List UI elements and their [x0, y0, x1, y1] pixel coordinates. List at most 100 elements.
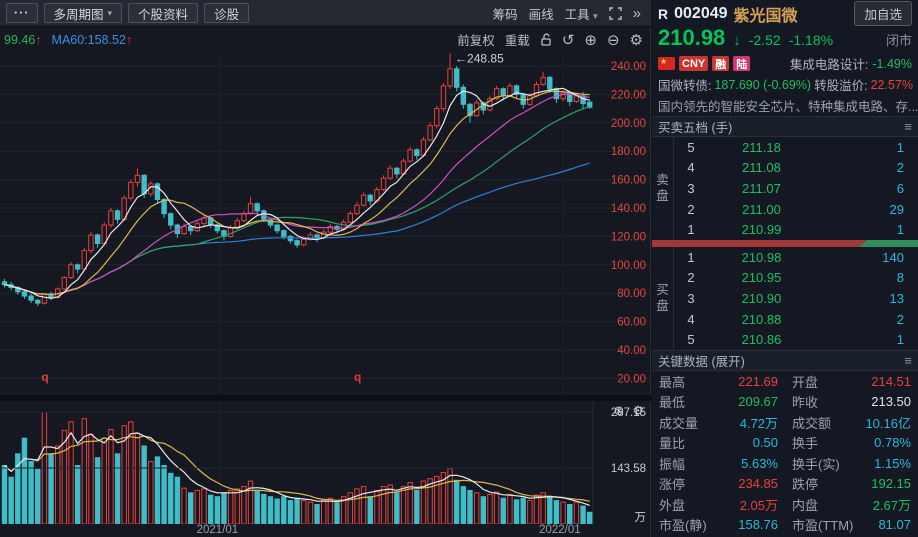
quote-panel: R 002049 紫光国微 加自选 210.98 ↓ -2.52 -1.18% … — [652, 0, 918, 537]
chip-distribution-button[interactable]: 筹码 — [492, 7, 518, 22]
level: 1 — [687, 249, 695, 265]
undo-icon[interactable]: ↺ — [561, 31, 575, 49]
svg-text:160.00: 160.00 — [611, 175, 646, 187]
key-data-label: 外盘 — [659, 497, 686, 513]
volume-chart[interactable]: 287.15 143.58 万 — [0, 401, 651, 524]
key-data-label: 成交量 — [659, 415, 699, 431]
buy-sell-ratio-bar — [652, 240, 918, 247]
key-data-value: 158.76 — [738, 517, 778, 533]
diagnose-button[interactable]: 诊股 — [204, 3, 250, 23]
key-data-item: 市盈(TTM) 81.07 — [785, 515, 918, 536]
period-menu-label: 多周期图 — [53, 7, 104, 22]
collapse-panel-icon[interactable]: » — [632, 4, 641, 22]
bid-book: 买盘 1 210.98 140 2 210.95 8 3 210.90 13 4 210.88 2 5 2… — [652, 247, 918, 350]
cn-flag-icon: ★ — [658, 57, 675, 70]
price: 211.08 — [742, 160, 781, 176]
svg-text:80.00: 80.00 — [617, 288, 646, 300]
bid-row[interactable]: 1 210.98 140 — [674, 247, 918, 268]
price-change: -2.52 — [748, 32, 781, 48]
chart-tools: 筹码 画线 工具 ▾ » — [493, 4, 645, 23]
pane-settings-gear-icon[interactable]: ⚙ — [632, 403, 644, 418]
key-data-value: 5.63% — [741, 455, 778, 471]
ask-row[interactable]: 2 211.00 29 — [674, 199, 918, 220]
keydata-title: 关键数据 (展开) — [658, 355, 745, 369]
pane-divider[interactable] — [0, 395, 651, 401]
key-data-item: 涨停 234.85 — [652, 474, 785, 495]
chart-controls: 前复权 重载 ↺ ⊕ ⊖ ⚙ — [457, 30, 647, 49]
sector-link[interactable]: 集成电路设计: — [789, 58, 869, 72]
svg-text:180.00: 180.00 — [611, 146, 646, 158]
level: 2 — [687, 270, 695, 286]
stock-name: 紫光国微 — [733, 7, 798, 25]
key-data-value: 209.67 — [738, 394, 778, 410]
ask-row[interactable]: 4 211.08 2 — [674, 158, 918, 179]
key-data-item: 昨收 213.50 — [785, 392, 918, 413]
key-data-label: 换手(实) — [792, 456, 840, 472]
key-data-item: 跌停 192.15 — [785, 474, 918, 495]
price-row: 210.98 ↓ -2.52 -1.18% 闭市 — [652, 27, 918, 53]
svg-text:143.58: 143.58 — [611, 463, 646, 475]
level: 5 — [687, 332, 695, 348]
bid-row[interactable]: 2 210.95 8 — [674, 268, 918, 289]
period-menu-button[interactable]: 多周期图 ▾ — [43, 3, 123, 23]
key-data-label: 最低 — [659, 395, 686, 411]
bid-row[interactable]: 3 210.90 13 — [674, 288, 918, 309]
bid-row[interactable]: 5 210.86 1 — [674, 329, 918, 350]
svg-text:←248.85: ←248.85 — [455, 52, 504, 65]
key-data-value: 81.07 — [878, 517, 911, 533]
reload-button[interactable]: 重载 — [504, 34, 530, 48]
key-data-value: 0.78% — [874, 435, 911, 451]
sell-side-label: 卖盘 — [652, 137, 674, 240]
fullscreen-icon[interactable] — [608, 6, 622, 20]
orderbook-header: 买卖五档 (手) ≡ — [652, 116, 918, 137]
key-data-grid: 最高 221.69 开盘 214.51 最低 209.67 昨收 213.50 成交量 4.72万… — [652, 371, 918, 537]
key-data-value: 234.85 — [738, 476, 778, 492]
close-pane-icon[interactable]: ⊗ — [613, 403, 625, 418]
key-data-label: 成交额 — [792, 415, 832, 431]
bid-row[interactable]: 4 210.88 2 — [674, 309, 918, 330]
orderbook-menu-icon[interactable]: ≡ — [904, 119, 912, 134]
candlestick-chart[interactable]: 240.00 220.00 200.00 180.00 160.00 140.00 120.… — [0, 52, 651, 395]
settings-gear-icon[interactable]: ⚙ — [629, 31, 643, 49]
level: 3 — [687, 180, 695, 196]
svg-text:60.00: 60.00 — [617, 317, 646, 329]
price: 211.18 — [742, 139, 781, 155]
level: 5 — [687, 139, 695, 155]
x-axis-label: 2021/01 — [196, 524, 239, 536]
key-data-label: 昨收 — [792, 395, 819, 411]
company-description[interactable]: 国内领先的智能安全芯片、特种集成电路、存... — [658, 100, 918, 114]
key-data-value: 2.67万 — [872, 497, 911, 513]
tools-menu-button[interactable]: 工具 ▾ — [565, 4, 598, 23]
add-watchlist-button[interactable]: 加自选 — [854, 1, 912, 26]
unlock-icon[interactable] — [540, 33, 552, 46]
ask-row[interactable]: 3 211.07 6 — [674, 178, 918, 199]
chevron-down-icon: ▾ — [107, 7, 113, 18]
keydata-menu-icon[interactable]: ≡ — [904, 353, 912, 368]
adjust-mode-button[interactable]: 前复权 — [457, 34, 495, 48]
x-axis: 2021/01 2022/01 — [0, 524, 651, 537]
key-data-item: 最高 221.69 — [652, 371, 785, 392]
price: 210.90 — [741, 290, 782, 306]
stock-code: 002049 — [674, 4, 728, 22]
ma-value-left: 99.46 — [4, 32, 36, 47]
ask-row[interactable]: 1 210.99 1 — [674, 219, 918, 240]
price: 210.99 — [741, 222, 782, 238]
zoom-in-icon[interactable]: ⊕ — [584, 31, 597, 49]
draw-line-button[interactable]: 画线 — [528, 7, 554, 22]
stock-info-button[interactable]: 个股资料 — [128, 3, 199, 23]
svg-text:q: q — [41, 370, 48, 384]
premium-value: 22.57% — [870, 77, 913, 92]
key-data-item: 换手(实) 1.15% — [785, 453, 918, 474]
stock-header: R 002049 紫光国微 加自选 — [652, 0, 918, 27]
up-arrow-icon: ↑ — [125, 32, 133, 47]
volume: 2 — [896, 160, 904, 176]
key-data-value: 10.16亿 — [865, 415, 911, 431]
ask-row[interactable]: 5 211.18 1 — [674, 137, 918, 158]
price: 210.95 — [741, 270, 782, 286]
key-data-label: 振幅 — [659, 456, 686, 472]
key-data-item: 市盈(静) 158.76 — [652, 515, 785, 536]
convertible-bond-row[interactable]: 国微转债: 187.690 (-0.69%) 转股溢价: 22.57% — [652, 74, 918, 95]
more-menu-button[interactable]: ··· — [6, 3, 38, 23]
zoom-out-icon[interactable]: ⊖ — [606, 31, 620, 49]
